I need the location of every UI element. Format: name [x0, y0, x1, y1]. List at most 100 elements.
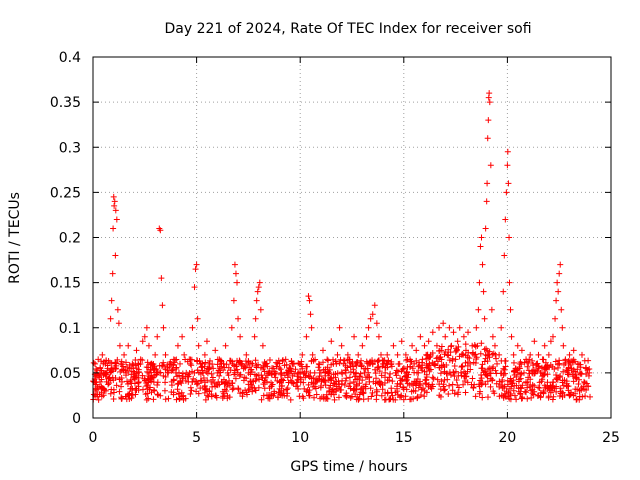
- noise-point: [144, 359, 151, 366]
- noise-point: [444, 370, 451, 377]
- y-tick-label: 0.05: [50, 366, 81, 382]
- noise-point: [261, 359, 268, 366]
- noise-point: [295, 385, 302, 392]
- noise-point: [400, 365, 407, 372]
- noise-point: [389, 392, 396, 399]
- noise-point: [492, 367, 499, 374]
- noise-point: [516, 363, 523, 370]
- noise-point: [454, 391, 461, 398]
- noise-point: [269, 381, 276, 388]
- noise-point: [205, 366, 212, 373]
- noise-point: [145, 395, 152, 402]
- noise-point: [522, 388, 529, 395]
- noise-point: [187, 390, 194, 397]
- data-point: [299, 351, 306, 358]
- data-point: [194, 315, 201, 322]
- data-point: [107, 315, 114, 322]
- noise-point: [374, 358, 381, 365]
- noise-point: [395, 368, 402, 375]
- noise-point: [478, 381, 485, 388]
- data-point: [257, 306, 264, 313]
- noise-point: [583, 371, 590, 378]
- noise-point: [553, 383, 560, 390]
- noise-point: [283, 386, 290, 393]
- data-point: [110, 193, 117, 200]
- data-point: [504, 162, 511, 169]
- noise-point: [139, 357, 146, 364]
- noise-point: [316, 361, 323, 368]
- noise-point: [269, 365, 276, 372]
- noise-point: [412, 388, 419, 395]
- noise-point: [342, 367, 349, 374]
- data-point: [486, 99, 493, 106]
- noise-point: [251, 385, 258, 392]
- noise-point: [126, 391, 133, 398]
- noise-point: [523, 389, 530, 396]
- noise-point: [484, 378, 491, 385]
- noise-point: [472, 351, 479, 358]
- noise-point: [231, 367, 238, 374]
- data-point: [112, 207, 119, 214]
- noise-point: [438, 343, 445, 350]
- noise-point: [451, 390, 458, 397]
- noise-point: [473, 354, 480, 361]
- noise-point: [189, 378, 196, 385]
- noise-point: [162, 366, 169, 373]
- noise-point: [387, 370, 394, 377]
- noise-point: [135, 361, 142, 368]
- data-point: [113, 216, 120, 223]
- noise-point: [496, 393, 503, 400]
- data-point: [319, 347, 326, 354]
- noise-point: [496, 383, 503, 390]
- noise-point: [408, 388, 415, 395]
- y-tick-label: 0.4: [59, 50, 81, 66]
- noise-point: [124, 380, 131, 387]
- noise-point: [375, 363, 382, 370]
- noise-point: [517, 391, 524, 398]
- noise-point: [162, 379, 169, 386]
- noise-point: [526, 370, 533, 377]
- noise-point: [454, 382, 461, 389]
- data-point: [179, 333, 186, 340]
- data-point: [99, 351, 106, 358]
- noise-point: [373, 396, 380, 403]
- noise-point: [111, 389, 118, 396]
- data-point: [555, 288, 562, 295]
- noise-point: [182, 377, 189, 384]
- noise-point: [112, 365, 119, 372]
- noise-point: [353, 386, 360, 393]
- noise-point: [446, 369, 453, 376]
- noise-point: [99, 385, 106, 392]
- data-point: [355, 351, 362, 358]
- noise-point: [331, 396, 338, 403]
- noise-point: [487, 370, 494, 377]
- noise-point: [535, 363, 542, 370]
- noise-point: [132, 356, 139, 363]
- noise-point: [108, 360, 115, 367]
- noise-point: [489, 377, 496, 384]
- noise-point: [332, 370, 339, 377]
- noise-point: [511, 382, 518, 389]
- noise-point: [506, 395, 513, 402]
- noise-point: [95, 396, 102, 403]
- noise-point: [102, 371, 109, 378]
- noise-point: [362, 366, 369, 373]
- noise-point: [519, 395, 526, 402]
- noise-point: [356, 391, 363, 398]
- noise-point: [560, 368, 567, 375]
- noise-point: [528, 394, 535, 401]
- noise-point: [541, 382, 548, 389]
- noise-point: [440, 381, 447, 388]
- noise-point: [328, 377, 335, 384]
- noise-point: [570, 378, 577, 385]
- noise-point: [378, 392, 385, 399]
- noise-point: [327, 374, 334, 381]
- noise-point: [318, 394, 325, 401]
- noise-point: [232, 375, 239, 382]
- data-point: [508, 333, 515, 340]
- data-point: [520, 369, 527, 376]
- noise-point: [587, 393, 594, 400]
- noise-point: [382, 364, 389, 371]
- data-point: [259, 342, 266, 349]
- noise-point: [386, 396, 393, 403]
